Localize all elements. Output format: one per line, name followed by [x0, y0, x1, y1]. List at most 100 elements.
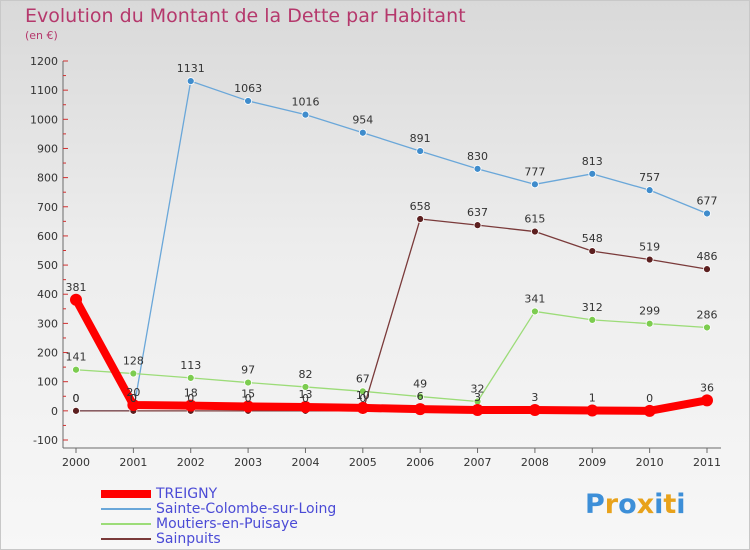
- data-point-sainpuits: [531, 227, 539, 236]
- data-point-treigny: [414, 403, 427, 416]
- data-label-moutiers-en-puisaye: 49: [413, 378, 427, 391]
- data-label-moutiers-en-puisaye: 141: [66, 351, 87, 364]
- data-label-sainte-colombe-sur-loing: 830: [467, 150, 488, 163]
- x-tick-label: 2007: [464, 456, 492, 469]
- y-tick-label: 0: [51, 405, 58, 418]
- data-label-treigny: 20: [126, 386, 140, 399]
- data-label-treigny: 10: [356, 389, 370, 402]
- x-tick-label: 2005: [349, 456, 377, 469]
- y-tick-label: 1000: [30, 113, 58, 126]
- data-label-sainte-colombe-sur-loing: 0: [73, 392, 80, 405]
- y-tick-label: 500: [37, 259, 58, 272]
- data-point-sainte-colombe-sur-loing: [244, 97, 252, 105]
- legend-label: Sainte-Colombe-sur-Loing: [156, 501, 337, 517]
- data-label-moutiers-en-puisaye: 128: [123, 355, 144, 368]
- data-point-moutiers-en-puisaye: [244, 378, 252, 387]
- data-point-moutiers-en-puisaye: [358, 387, 367, 396]
- logo-letter: i: [654, 489, 664, 520]
- legend-label: Sainpuits: [156, 531, 221, 547]
- chart-subtitle: (en €): [25, 29, 58, 42]
- data-label-treigny: 18: [184, 387, 198, 400]
- x-tick-label: 2011: [693, 456, 721, 469]
- data-point-sainpuits: [645, 255, 654, 264]
- data-label-sainte-colombe-sur-loing: 891: [410, 132, 431, 145]
- data-label-sainpuits: 0: [359, 392, 366, 405]
- data-point-sainpuits: [416, 215, 425, 223]
- series-line-sainte-colombe-sur-loing: [75, 80, 708, 412]
- logo-letter: P: [585, 489, 605, 520]
- data-label-sainpuits: 519: [639, 241, 660, 254]
- data-label-treigny: 13: [298, 388, 312, 401]
- data-point-treigny: [299, 401, 312, 414]
- y-tick-label: 400: [37, 288, 58, 301]
- data-label-treigny: 3: [531, 391, 538, 404]
- y-tick-label: 1100: [30, 84, 58, 97]
- data-point-moutiers-en-puisaye: [129, 369, 138, 378]
- data-label-sainpuits: 0: [130, 392, 137, 405]
- y-tick-label: 300: [37, 317, 58, 330]
- data-label-moutiers-en-puisaye: 113: [180, 359, 201, 372]
- data-label-sainpuits: 658: [410, 200, 431, 213]
- x-tick-label: 2001: [119, 456, 147, 469]
- data-point-moutiers-en-puisaye: [416, 392, 425, 401]
- y-tick-label: 900: [37, 142, 58, 155]
- data-label-sainte-colombe-sur-loing: 1063: [234, 82, 262, 95]
- data-point-sainte-colombe-sur-loing: [186, 77, 195, 86]
- data-point-treigny: [643, 404, 656, 417]
- data-point-treigny: [586, 404, 599, 417]
- data-point-moutiers-en-puisaye: [645, 319, 654, 328]
- data-label-treigny: 36: [700, 381, 714, 394]
- data-point-sainte-colombe-sur-loing: [588, 169, 597, 178]
- x-tick-label: 2008: [521, 456, 549, 469]
- x-tick-label: 2006: [406, 456, 434, 469]
- x-tick-label: 2010: [636, 456, 664, 469]
- data-label-moutiers-en-puisaye: 312: [582, 301, 603, 314]
- data-point-moutiers-en-puisaye: [703, 323, 711, 332]
- data-label-sainpuits: 615: [524, 213, 545, 226]
- logo-letter: x: [636, 489, 655, 520]
- data-label-sainte-colombe-sur-loing: 777: [524, 165, 545, 178]
- logo-letter: i: [676, 489, 686, 520]
- logo-letter: r: [604, 489, 619, 520]
- data-label-treigny: 3: [474, 391, 481, 404]
- y-tick-label: -100: [33, 434, 58, 447]
- proxiti-logo: Proxiti: [585, 489, 686, 520]
- data-point-sainte-colombe-sur-loing: [473, 164, 482, 173]
- data-point-treigny: [184, 399, 197, 412]
- data-label-sainte-colombe-sur-loing: 1131: [177, 62, 205, 75]
- data-label-moutiers-en-puisaye: 341: [524, 292, 545, 305]
- x-tick-label: 2000: [62, 456, 90, 469]
- data-point-sainpuits: [72, 406, 80, 415]
- x-tick-label: 2009: [578, 456, 606, 469]
- data-point-sainpuits: [588, 247, 597, 255]
- data-label-sainte-colombe-sur-loing: 813: [582, 155, 603, 168]
- data-point-sainpuits: [703, 265, 711, 274]
- data-point-moutiers-en-puisaye: [301, 383, 310, 391]
- data-label-sainte-colombe-sur-loing: 677: [697, 194, 718, 207]
- x-tick-label: 2004: [291, 456, 319, 469]
- legend-label: TREIGNY: [156, 486, 218, 502]
- series-line-moutiers-en-puisaye: [75, 310, 708, 403]
- data-label-moutiers-en-puisaye: 286: [697, 308, 718, 321]
- data-label-sainpuits: 486: [697, 250, 718, 263]
- data-point-treigny: [242, 400, 255, 413]
- data-label-moutiers-en-puisaye: 32: [471, 383, 485, 396]
- data-point-treigny: [70, 293, 82, 306]
- data-label-sainpuits: 637: [467, 206, 488, 219]
- data-label-sainte-colombe-sur-loing: 1016: [291, 96, 319, 109]
- legend-item: TREIGNY: [101, 486, 218, 502]
- data-point-treigny: [471, 403, 484, 416]
- legend-item: Sainpuits: [101, 531, 221, 547]
- legend-swatch: [101, 508, 151, 510]
- legend-item: Moutiers-en-Puisaye: [101, 516, 298, 532]
- x-tick-label: 2002: [177, 456, 205, 469]
- x-tick-label: 2003: [234, 456, 262, 469]
- data-label-sainpuits: 0: [187, 392, 194, 405]
- data-point-treigny: [528, 403, 541, 416]
- data-label-treigny: 0: [646, 392, 653, 405]
- y-tick-label: 600: [37, 230, 58, 243]
- logo-letter: o: [618, 489, 637, 520]
- data-point-sainte-colombe-sur-loing: [358, 128, 367, 137]
